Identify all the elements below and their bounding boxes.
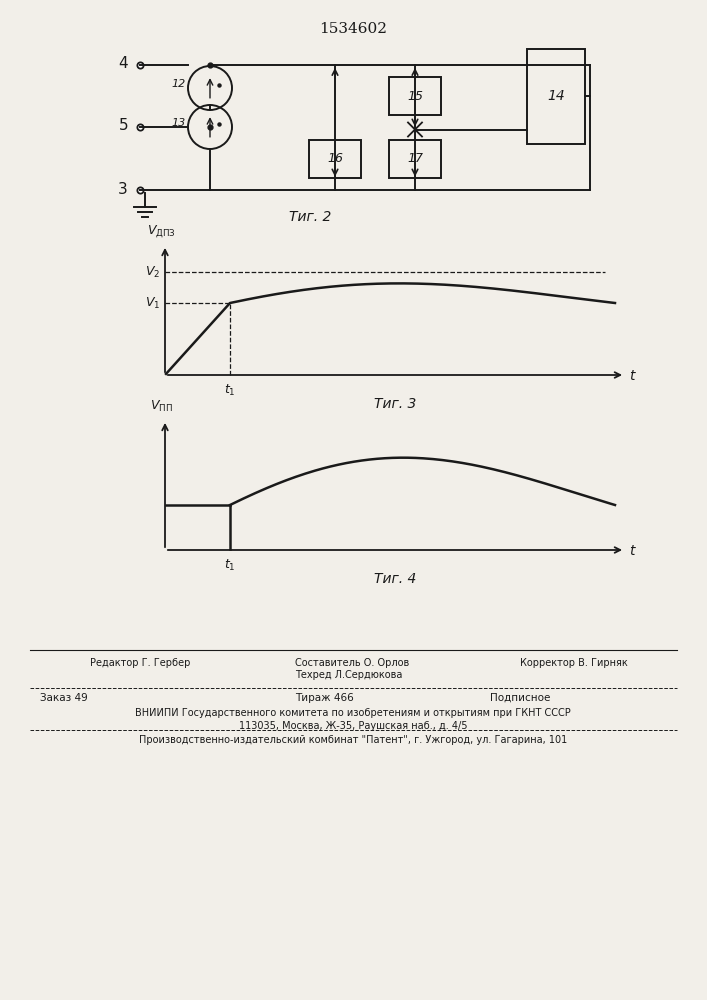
Bar bbox=[389, 77, 441, 115]
Text: Техред Л.Сердюкова: Техред Л.Сердюкова bbox=[295, 670, 402, 680]
Text: $V_{\mathsf{ПП}}$: $V_{\mathsf{ПП}}$ bbox=[150, 399, 173, 414]
Bar bbox=[527, 48, 585, 143]
Text: 17: 17 bbox=[407, 152, 423, 165]
Text: 3: 3 bbox=[118, 182, 128, 196]
Text: ВНИИПИ Государственного комитета по изобретениям и открытиям при ГКНТ СССР: ВНИИПИ Государственного комитета по изоб… bbox=[135, 708, 571, 718]
Text: $t_1$: $t_1$ bbox=[224, 383, 236, 398]
Text: 12: 12 bbox=[172, 79, 186, 89]
Text: Τиг. 4: Τиг. 4 bbox=[374, 572, 416, 586]
Text: Τиг. 2: Τиг. 2 bbox=[289, 210, 331, 224]
Text: 113035, Москва, Ж-35, Раушская наб., д. 4/5: 113035, Москва, Ж-35, Раушская наб., д. … bbox=[239, 721, 467, 731]
Bar bbox=[389, 139, 441, 178]
Text: $t$: $t$ bbox=[629, 369, 637, 383]
Text: 14: 14 bbox=[547, 89, 565, 103]
Text: Заказ 49: Заказ 49 bbox=[40, 693, 88, 703]
Text: 16: 16 bbox=[327, 152, 343, 165]
Text: 1534602: 1534602 bbox=[319, 22, 387, 36]
Text: Производственно-издательский комбинат "Патент", г. Ужгород, ул. Гагарина, 101: Производственно-издательский комбинат "П… bbox=[139, 735, 567, 745]
Text: $t_1$: $t_1$ bbox=[224, 558, 236, 573]
Text: 5: 5 bbox=[118, 118, 128, 133]
Text: 4: 4 bbox=[118, 56, 128, 72]
Text: Τиг. 3: Τиг. 3 bbox=[374, 397, 416, 411]
Bar bbox=[309, 139, 361, 178]
Text: Составитель О. Орлов: Составитель О. Орлов bbox=[295, 658, 409, 668]
Text: Подписное: Подписное bbox=[490, 693, 550, 703]
Text: $V_2$: $V_2$ bbox=[145, 264, 160, 280]
Text: $V_1$: $V_1$ bbox=[145, 295, 160, 311]
Text: Корректор В. Гирняк: Корректор В. Гирняк bbox=[520, 658, 628, 668]
Text: Тираж 466: Тираж 466 bbox=[295, 693, 354, 703]
Text: 13: 13 bbox=[172, 118, 186, 128]
Text: $V_{\mathsf{ДПЗ}}$: $V_{\mathsf{ДПЗ}}$ bbox=[146, 223, 175, 239]
Text: 15: 15 bbox=[407, 90, 423, 103]
Text: $t$: $t$ bbox=[629, 544, 637, 558]
Text: Редактор Г. Гербер: Редактор Г. Гербер bbox=[90, 658, 190, 668]
